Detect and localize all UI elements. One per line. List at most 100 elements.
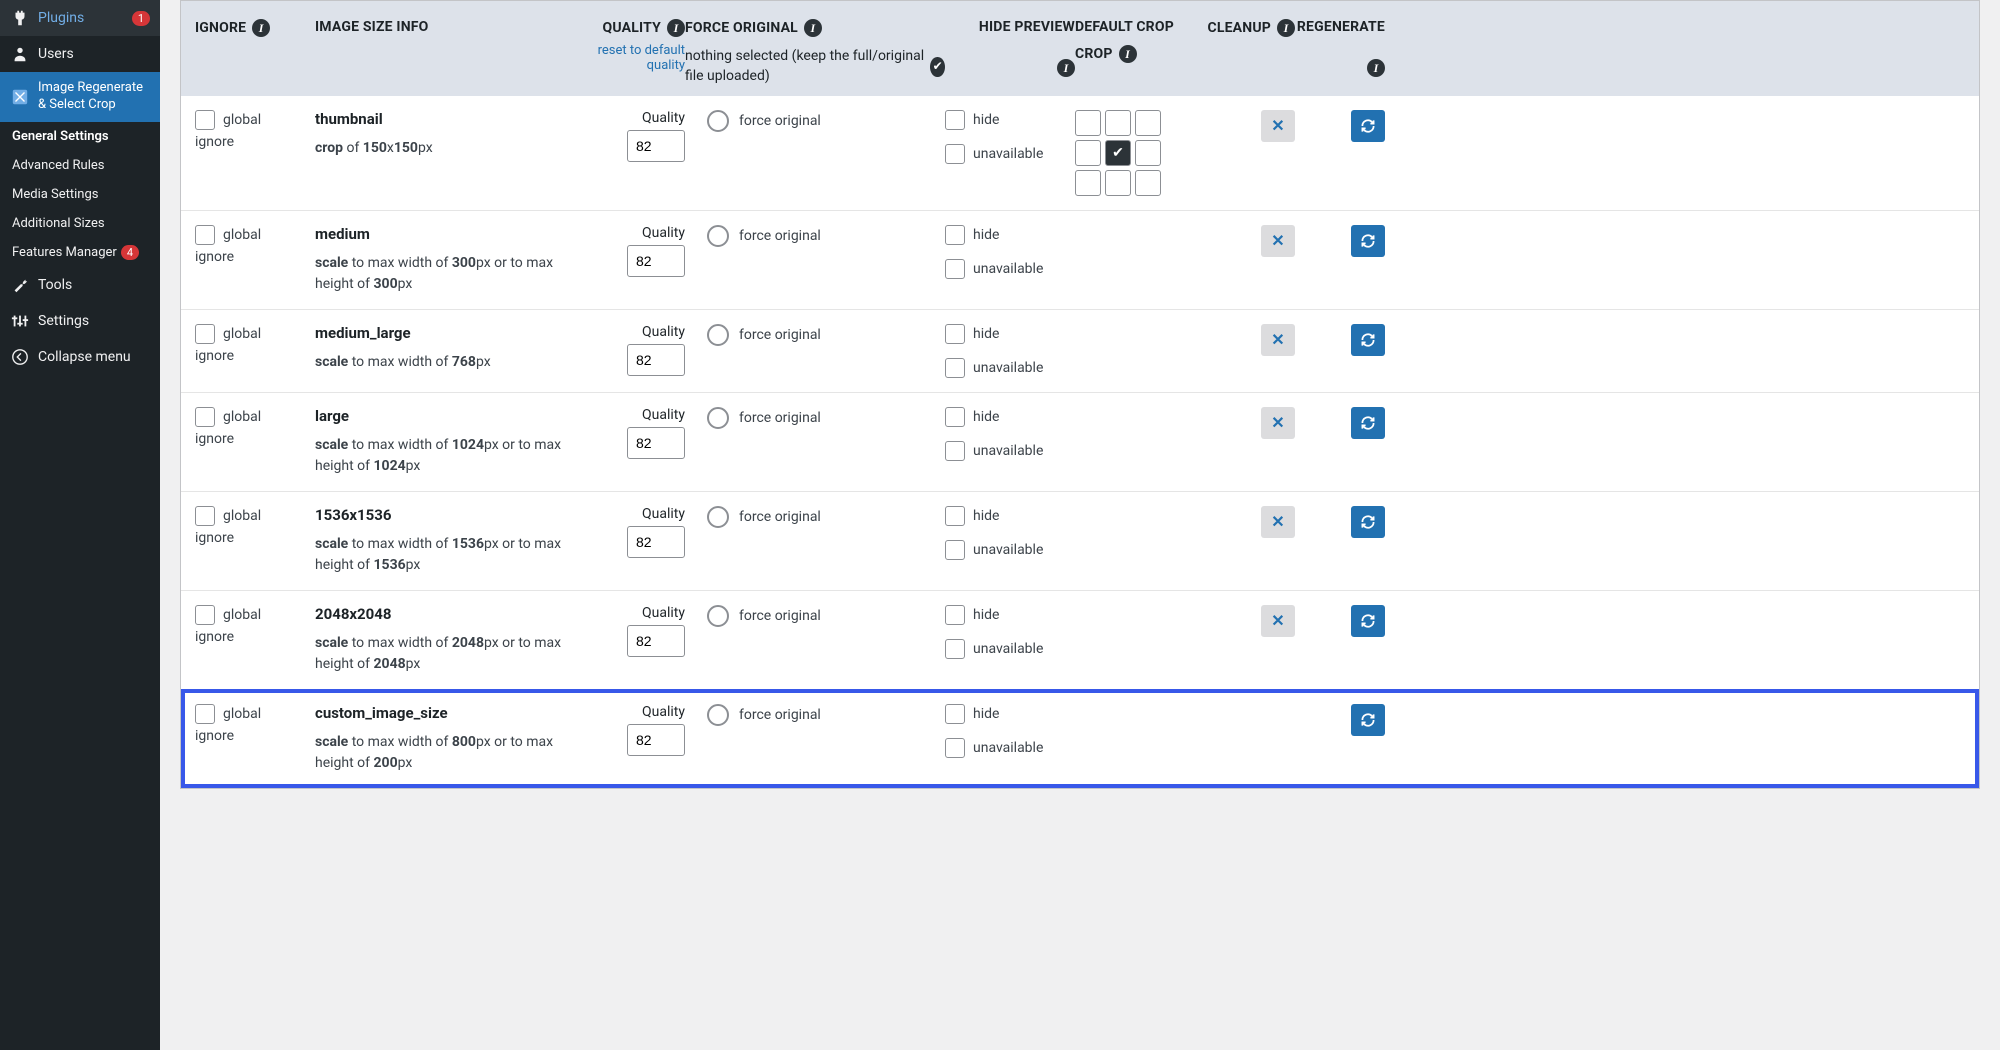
unavailable-checkbox[interactable]: [945, 639, 965, 659]
cleanup-button[interactable]: ✕: [1261, 110, 1295, 142]
table-row: globalignoremediumscale to max width of …: [181, 210, 1979, 309]
table-body: globalignorethumbnailcrop of 150x150pxQu…: [181, 96, 1979, 788]
reset-quality-link[interactable]: reset to default quality: [585, 43, 685, 73]
quality-input[interactable]: [627, 427, 685, 459]
quality-label: Quality: [642, 324, 685, 340]
quality-label: Quality: [642, 506, 685, 522]
unavailable-label: unavailable: [973, 542, 1043, 558]
cell-regen: [1295, 506, 1385, 538]
force-original-radio[interactable]: [707, 407, 729, 429]
hide-checkbox[interactable]: [945, 324, 965, 344]
submenu-item[interactable]: Features Manager4: [0, 238, 160, 267]
cell-quality: Quality: [585, 605, 685, 657]
regenerate-button[interactable]: [1351, 225, 1385, 257]
cleanup-button[interactable]: ✕: [1261, 407, 1295, 439]
unavailable-checkbox[interactable]: [945, 738, 965, 758]
cell-force: force original: [685, 110, 945, 132]
cell-quality: Quality: [585, 407, 685, 459]
quality-input[interactable]: [627, 344, 685, 376]
crop-position-5[interactable]: [1135, 140, 1161, 166]
unavailable-checkbox[interactable]: [945, 144, 965, 164]
crop-position-4[interactable]: ✔: [1105, 140, 1131, 166]
info-icon[interactable]: i: [1057, 59, 1075, 77]
regenerate-button[interactable]: [1351, 324, 1385, 356]
unavailable-checkbox[interactable]: [945, 358, 965, 378]
global-ignore-checkbox[interactable]: [195, 225, 215, 245]
sidebar-item-plugins[interactable]: Plugins1: [0, 0, 160, 36]
global-ignore-checkbox[interactable]: [195, 110, 215, 130]
sidebar-item-label: Users: [38, 46, 150, 62]
hide-checkbox[interactable]: [945, 407, 965, 427]
global-ignore-checkbox[interactable]: [195, 506, 215, 526]
info-icon[interactable]: i: [1367, 59, 1385, 77]
info-icon[interactable]: i: [667, 19, 685, 37]
force-original-radio[interactable]: [707, 704, 729, 726]
submenu-item[interactable]: Media Settings: [0, 180, 160, 209]
global-ignore-checkbox[interactable]: [195, 605, 215, 625]
regenerate-button[interactable]: [1351, 704, 1385, 736]
unavailable-checkbox[interactable]: [945, 259, 965, 279]
cleanup-button[interactable]: ✕: [1261, 605, 1295, 637]
hide-label: hide: [973, 326, 999, 342]
badge: 1: [132, 11, 150, 26]
sidebar-submenu: General SettingsAdvanced Rules Media Sett…: [0, 122, 160, 267]
col-quality: QUALITY i reset to default quality: [585, 19, 685, 73]
info-icon[interactable]: i: [252, 19, 270, 37]
cell-hide: hideunavailable: [945, 605, 1075, 659]
quality-input[interactable]: [627, 724, 685, 756]
cell-force: force original: [685, 225, 945, 247]
hide-checkbox[interactable]: [945, 704, 965, 724]
info-icon[interactable]: i: [1277, 19, 1295, 37]
crop-position-1[interactable]: [1105, 110, 1131, 136]
quality-input[interactable]: [627, 245, 685, 277]
sidebar-item-settings[interactable]: Settings: [0, 303, 160, 339]
sidebar-item-users[interactable]: Users: [0, 36, 160, 72]
force-original-radio[interactable]: [707, 506, 729, 528]
sidebar-item-image-regenerate-select-crop[interactable]: Image Regenerate & Select Crop: [0, 72, 160, 122]
regenerate-button[interactable]: [1351, 506, 1385, 538]
quality-input[interactable]: [627, 625, 685, 657]
sidebar-item-tools[interactable]: Tools: [0, 267, 160, 303]
hide-checkbox[interactable]: [945, 225, 965, 245]
submenu-label: Media Settings: [12, 187, 99, 202]
size-name: thumbnail: [315, 110, 585, 128]
unavailable-checkbox[interactable]: [945, 540, 965, 560]
hide-label: hide: [973, 607, 999, 623]
global-ignore-label2: ignore: [195, 530, 315, 546]
cell-hide: hideunavailable: [945, 225, 1075, 279]
submenu-item[interactable]: Additional Sizes: [0, 209, 160, 238]
force-original-radio[interactable]: [707, 225, 729, 247]
quality-input[interactable]: [627, 130, 685, 162]
cell-hide: hideunavailable: [945, 506, 1075, 560]
force-original-label: force original: [739, 410, 821, 426]
hide-checkbox[interactable]: [945, 605, 965, 625]
global-ignore-checkbox[interactable]: [195, 324, 215, 344]
hide-checkbox[interactable]: [945, 110, 965, 130]
regenerate-button[interactable]: [1351, 407, 1385, 439]
submenu-item[interactable]: Advanced Rules: [0, 151, 160, 180]
cleanup-button[interactable]: ✕: [1261, 324, 1295, 356]
force-original-radio[interactable]: [707, 605, 729, 627]
regenerate-button[interactable]: [1351, 110, 1385, 142]
global-ignore-checkbox[interactable]: [195, 704, 215, 724]
regenerate-button[interactable]: [1351, 605, 1385, 637]
force-original-radio[interactable]: [707, 110, 729, 132]
crop-position-7[interactable]: [1105, 170, 1131, 196]
global-ignore-checkbox[interactable]: [195, 407, 215, 427]
force-original-radio[interactable]: [707, 324, 729, 346]
cleanup-button[interactable]: ✕: [1261, 225, 1295, 257]
crop-position-6[interactable]: [1075, 170, 1101, 196]
hide-checkbox[interactable]: [945, 506, 965, 526]
crop-position-8[interactable]: [1135, 170, 1161, 196]
quality-input[interactable]: [627, 526, 685, 558]
crop-position-2[interactable]: [1135, 110, 1161, 136]
cleanup-button[interactable]: ✕: [1261, 506, 1295, 538]
users-icon: [10, 44, 30, 64]
crop-position-0[interactable]: [1075, 110, 1101, 136]
sidebar-item-collapse-menu[interactable]: Collapse menu: [0, 339, 160, 375]
crop-position-3[interactable]: [1075, 140, 1101, 166]
info-icon[interactable]: i: [1119, 45, 1137, 63]
submenu-item[interactable]: General Settings: [0, 122, 160, 151]
info-icon[interactable]: i: [804, 19, 822, 37]
unavailable-checkbox[interactable]: [945, 441, 965, 461]
